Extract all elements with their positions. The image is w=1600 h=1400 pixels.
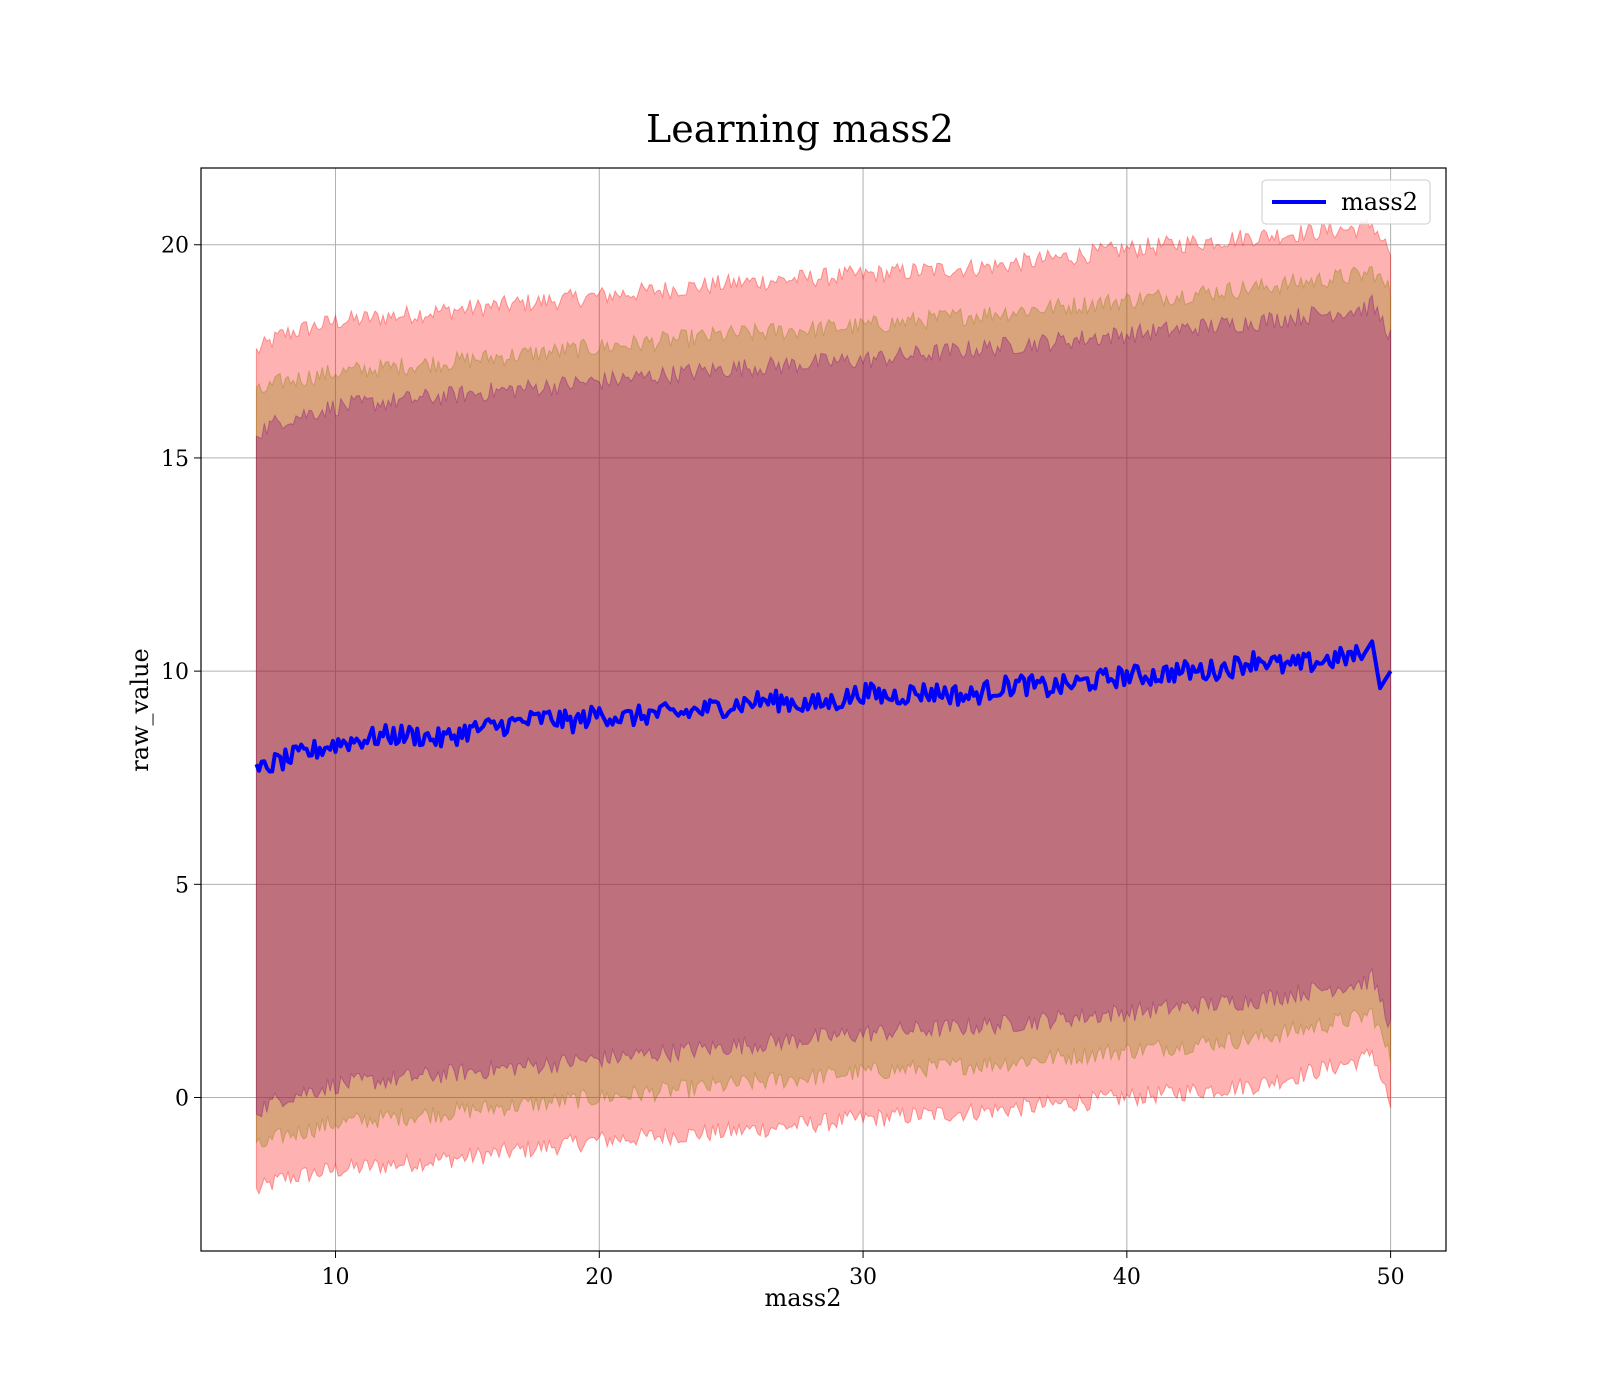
series-lines	[254, 639, 1393, 774]
x-tick-label: 20	[585, 1265, 613, 1290]
y-tick-label: 20	[161, 234, 189, 259]
y-tick-label: 15	[161, 447, 189, 472]
x-tick-label: 30	[849, 1265, 877, 1290]
y-axis-label: raw_value	[126, 648, 154, 772]
series-line	[254, 639, 1393, 774]
grid	[201, 168, 1446, 1251]
legend-label: mass2	[1341, 188, 1418, 216]
plot-frame	[200, 167, 1447, 1252]
x-tick-label: 10	[322, 1265, 350, 1290]
axis-ticks: 10 20 30 40 50 0 5 10 15 20	[161, 234, 1405, 1290]
x-tick-label: 40	[1113, 1265, 1141, 1290]
y-tick-label: 10	[161, 660, 189, 685]
legend-box	[1261, 179, 1431, 225]
legend: mass2	[1261, 179, 1431, 225]
chart-title: Learning mass2	[646, 107, 954, 151]
x-axis-label: mass2	[765, 1284, 842, 1312]
y-tick-label: 5	[175, 873, 189, 898]
y-tick-label: 0	[175, 1087, 189, 1112]
x-tick-label: 50	[1377, 1265, 1405, 1290]
